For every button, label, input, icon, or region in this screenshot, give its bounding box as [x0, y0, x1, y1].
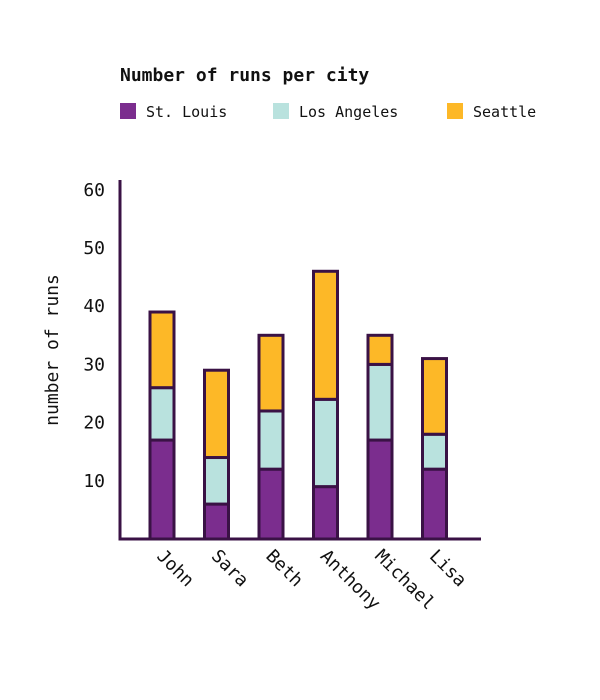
bar-segment: [148, 310, 176, 390]
bar-segment: [203, 368, 230, 460]
bar-segment: [421, 357, 448, 436]
y-tick-label: 10: [83, 471, 105, 492]
y-tick-label: 30: [83, 354, 105, 375]
legend-swatch-seattle: [447, 103, 463, 119]
y-axis-label: number of runs: [42, 274, 63, 426]
bar-segment: [312, 485, 339, 541]
y-tick-label: 20: [83, 413, 105, 434]
x-tick-label: Beth: [261, 546, 307, 592]
legend-label-los-angeles: Los Angeles: [299, 103, 398, 121]
legend-swatch-los-angeles: [273, 103, 289, 119]
bar-segment: [203, 456, 230, 506]
bar-segment: [312, 269, 339, 401]
x-tick-label: John: [152, 546, 198, 592]
legend-swatch-st-louis: [120, 103, 136, 119]
bar-segment: [366, 362, 394, 442]
bar-segment: [312, 397, 339, 489]
bar-segment: [257, 409, 285, 471]
x-tick-label: Lisa: [425, 546, 471, 592]
chart-title: Number of runs per city: [120, 65, 369, 86]
y-tick-label: 40: [83, 296, 105, 317]
legend-label-seattle: Seattle: [473, 103, 536, 121]
bar-segment: [257, 333, 285, 413]
bar-segment: [203, 502, 230, 541]
y-tick-label: 60: [83, 180, 105, 201]
bar-segment: [421, 467, 448, 541]
bar-segment: [366, 438, 394, 541]
bar-segment: [366, 333, 394, 366]
bars: [148, 269, 448, 541]
bar-segment: [421, 432, 448, 471]
legend-label-st-louis: St. Louis: [146, 103, 227, 121]
bar-segment: [148, 386, 176, 442]
legend: St. Louis Los Angeles Seattle: [120, 103, 536, 121]
bar-segment: [257, 467, 285, 541]
x-tick-label: Sara: [207, 546, 253, 592]
y-axis-ticks: 10 20 30 40 50 60: [83, 180, 105, 492]
bar-segment: [148, 438, 176, 541]
y-tick-label: 50: [83, 238, 105, 259]
